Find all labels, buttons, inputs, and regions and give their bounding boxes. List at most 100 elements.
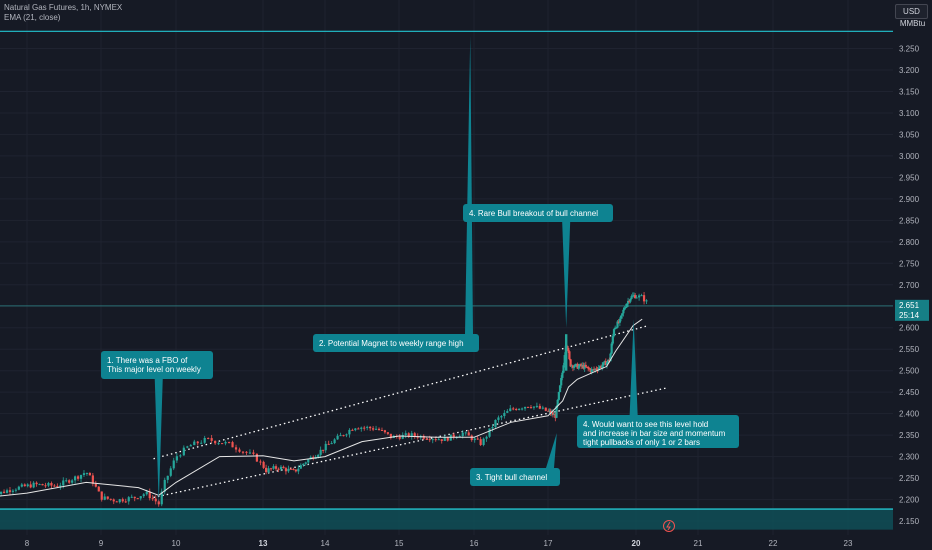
bear-candle (252, 452, 255, 454)
bull-candle (160, 491, 163, 505)
bear-candle (544, 407, 547, 411)
bear-candle (595, 368, 598, 370)
bull-candle (563, 355, 566, 366)
bear-candle (398, 436, 401, 439)
bull-candle (577, 365, 580, 369)
bear-candle (576, 363, 579, 369)
bear-candle (372, 428, 375, 430)
bear-candle (588, 368, 591, 370)
bear-candle (29, 484, 32, 488)
bull-candle (26, 484, 29, 487)
bear-candle (227, 441, 231, 443)
price-tick-label: 3.000 (899, 152, 920, 161)
price-axis[interactable]: 3.250 3.200 3.150 3.100 3.050 3.000 2.950 2.900… (899, 45, 920, 527)
callout-text: 2. Potential Magnet to weekly range high (319, 339, 464, 348)
time-tick-label: 17 (544, 539, 553, 548)
bull-candle (532, 406, 536, 408)
bull-candle (307, 459, 310, 463)
key-levels (0, 30, 893, 530)
bull-candle (615, 327, 618, 329)
callout-pointer (465, 35, 473, 334)
bear-candle (8, 490, 12, 492)
bull-candle (62, 480, 65, 486)
unit-label[interactable]: MMBtu (899, 19, 926, 28)
bull-candle (602, 362, 605, 366)
support-zone (0, 509, 893, 530)
bear-candle (582, 365, 585, 369)
bull-candle (611, 336, 614, 344)
bear-candle (56, 485, 59, 487)
bar-countdown: 25:14 (899, 311, 920, 320)
bull-candle (279, 466, 283, 470)
bear-candle (207, 437, 210, 439)
bull-candle (612, 329, 616, 337)
bull-candle (623, 307, 626, 310)
bull-candle (20, 484, 23, 487)
symbol-title: Natural Gas Futures, 1h, NYMEX (4, 3, 123, 12)
bull-candle (497, 417, 500, 420)
bull-candle (541, 407, 544, 409)
annotation-callout[interactable]: 4. Would want to see this level holdand … (577, 319, 739, 448)
bull-candle (594, 368, 597, 370)
time-axis[interactable]: 8 9 10 13 14 15 16 17 20 21 22 23 (25, 520, 853, 549)
callout-text: and increase in bar size and momentum (583, 429, 726, 438)
bear-candle (547, 410, 550, 412)
bull-candle (597, 367, 600, 371)
bear-candle (369, 426, 372, 429)
bull-candle (632, 295, 636, 297)
bull-candle (336, 435, 339, 440)
callout-box (577, 415, 739, 448)
callout-box (101, 351, 213, 379)
time-tick-label: 16 (470, 539, 479, 548)
bull-candle (523, 406, 527, 409)
bull-candle (626, 300, 630, 304)
bear-candle (529, 407, 533, 409)
bull-candle (503, 412, 506, 417)
time-tick-label: 15 (395, 539, 404, 548)
bear-candle (512, 408, 515, 410)
bull-candle (172, 460, 175, 469)
bull-candle (578, 364, 582, 366)
bull-candle (464, 432, 467, 434)
bear-candle (245, 451, 248, 453)
bull-candle (629, 298, 632, 302)
callout-box (470, 468, 560, 486)
price-tick-label: 2.750 (899, 259, 920, 268)
bull-candle (621, 313, 624, 316)
bull-candle (583, 364, 586, 369)
bull-candle (304, 462, 307, 464)
ema-legend: EMA (21, close) (4, 13, 61, 22)
bear-candle (380, 430, 384, 432)
price-tick-label: 2.350 (899, 431, 920, 440)
annotation-callout[interactable]: 4. Rare Bull breakout of bull channel (463, 204, 613, 328)
price-tick-label: 2.800 (899, 238, 920, 247)
bear-candle (265, 467, 268, 473)
bull-candle (494, 419, 497, 427)
bear-candle (386, 432, 389, 434)
bear-candle (154, 498, 157, 502)
bear-candle (133, 496, 136, 499)
bear-candle (255, 453, 259, 462)
channel-lower-line (153, 387, 668, 499)
bear-candle (277, 468, 280, 470)
bull-candle (82, 473, 86, 475)
grid-lines (0, 0, 893, 535)
replay-lightning-icon (663, 520, 675, 532)
bear-candle (53, 485, 56, 487)
annotation-callout[interactable]: 2. Potential Magnet to weekly range high (313, 35, 479, 352)
bull-candle (287, 468, 290, 472)
bull-candle (590, 369, 593, 372)
time-tick-label: 22 (769, 539, 778, 548)
currency-button[interactable]: USD (895, 4, 928, 19)
bear-candle (446, 437, 449, 441)
time-tick-label: 10 (172, 539, 181, 548)
bull-candle (631, 295, 634, 297)
bear-candle (389, 433, 392, 438)
time-tick-label: 23 (844, 539, 853, 548)
bull-candle (302, 463, 305, 466)
bear-candle (238, 449, 241, 452)
annotation-callout[interactable]: 3. Tight bull channel (470, 432, 560, 486)
